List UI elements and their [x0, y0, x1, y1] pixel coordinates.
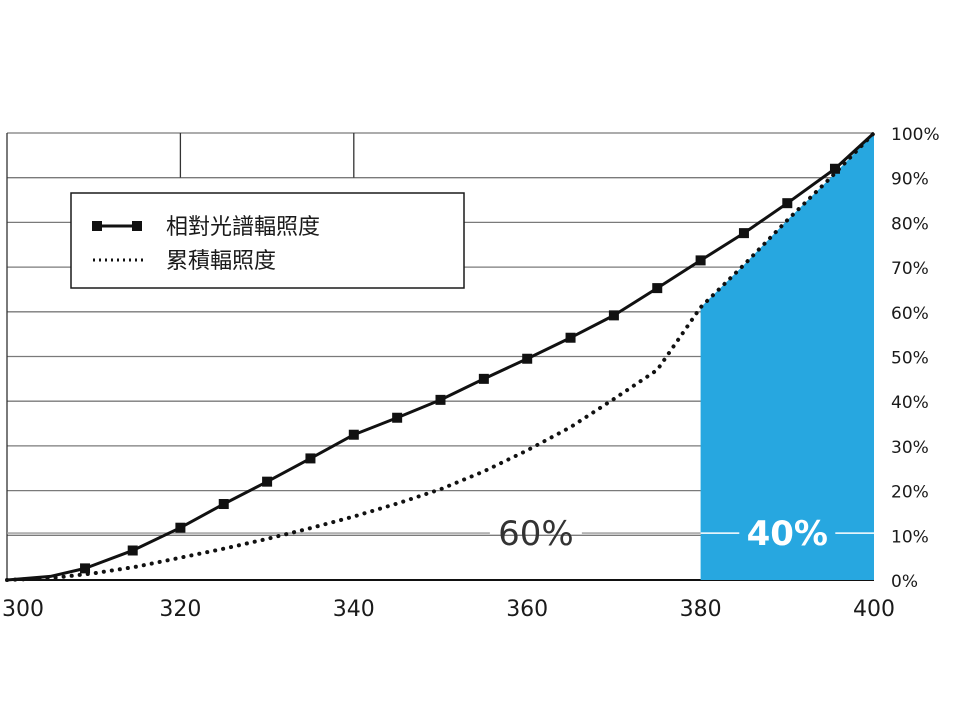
series-marker-4: [262, 476, 273, 487]
x-tick-label-400: 400: [853, 597, 895, 622]
grid-lines: [6, 132, 874, 581]
series-marker-0: [80, 563, 91, 574]
series-marker-3: [218, 499, 229, 510]
series-marker-12: [608, 310, 619, 321]
y-tick-label-2: 20%: [891, 483, 929, 503]
series-marker-2: [175, 522, 186, 533]
series-marker-11: [565, 332, 576, 343]
x-tick-label-380: 380: [680, 597, 722, 622]
shaded-region-40-percent: [700, 133, 874, 580]
legend-marker-icon-right: [132, 221, 142, 231]
annotation-60: 60%: [7, 514, 701, 554]
series-marker-6: [348, 429, 359, 440]
y-tick-label-4: 40%: [891, 393, 929, 413]
series-marker-13: [652, 283, 663, 294]
series-marker-1: [127, 545, 138, 556]
x-axis-ticks: 300 320 340 360 380 400: [2, 597, 895, 622]
legend: 相對光譜輻照度 累積輻照度: [70, 192, 465, 289]
series-marker-16: [782, 198, 793, 209]
legend-label-relative: 相對光譜輻照度: [166, 215, 320, 240]
annotation-40: 40%: [700, 514, 874, 554]
annotation-40-label: 40%: [747, 514, 828, 554]
x-tick-label-300: 300: [2, 597, 44, 622]
y-tick-label-3: 30%: [891, 438, 929, 458]
series-marker-7: [392, 412, 403, 423]
series-cumulative-line: [5, 131, 876, 582]
x-tick-label-360: 360: [506, 597, 548, 622]
x-tick-label-320: 320: [159, 597, 201, 622]
series-marker-9: [478, 373, 489, 384]
top-panel-dividers: [179, 133, 355, 178]
y-tick-label-1: 10%: [891, 527, 929, 547]
legend-box: [70, 192, 465, 289]
y-tick-label-0: 0%: [891, 572, 918, 592]
legend-marker-icon-left: [92, 221, 102, 231]
x-tick-label-340: 340: [333, 597, 375, 622]
series-marker-10: [522, 353, 533, 364]
y-tick-label-9: 90%: [891, 170, 929, 190]
y-tick-label-7: 70%: [891, 259, 929, 279]
y-tick-label-10: 100%: [891, 125, 940, 145]
series-marker-5: [305, 453, 316, 464]
series-marker-8: [435, 394, 446, 405]
y-axis-ticks: 0% 10% 20% 30% 40% 50% 60% 70% 80% 90% 100%: [891, 125, 940, 592]
y-tick-label-8: 80%: [891, 214, 929, 234]
series-relative-markers: [80, 163, 840, 574]
series-marker-15: [738, 228, 749, 239]
y-tick-label-5: 50%: [891, 349, 929, 369]
legend-label-cumulative: 累積輻照度: [166, 249, 276, 274]
y-tick-label-6: 60%: [891, 304, 929, 324]
series-marker-17: [829, 163, 840, 174]
series-marker-14: [695, 255, 706, 266]
annotation-60-label: 60%: [498, 514, 574, 554]
